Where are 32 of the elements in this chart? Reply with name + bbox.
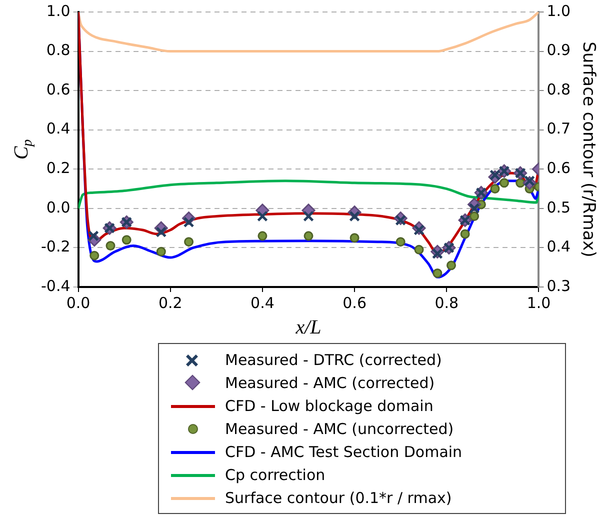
y-tick-label: 1.0	[46, 2, 70, 20]
x-tick-label: 0.0	[66, 294, 90, 312]
y-axis-title: Cp	[10, 139, 36, 160]
x-tick-label: 0.6	[342, 294, 366, 312]
x-axis-title: x/L	[294, 316, 322, 338]
y-tick-label: 0.2	[46, 159, 70, 178]
legend-label: Measured - AMC (corrected)	[225, 374, 435, 392]
legend-label: CFD - AMC Test Section Domain	[225, 442, 462, 460]
y2-tick-label: 0.6	[546, 159, 571, 178]
legend-label: Measured - AMC (uncorrected)	[225, 420, 454, 438]
y-tick-label: -0.2	[40, 238, 70, 256]
y2-tick-label: 0.5	[546, 198, 571, 216]
x-tick-label: 0.4	[250, 294, 274, 312]
x-tick-label: 1.0	[526, 294, 551, 312]
y2-tick-label: 0.7	[546, 120, 571, 138]
legend-label: Measured - DTRC (corrected)	[225, 350, 442, 368]
legend-label: Surface contour (0.1*r / rmax)	[225, 488, 452, 506]
y2-tick-label: 0.4	[546, 238, 571, 256]
y2-tick-label: 0.9	[546, 41, 571, 60]
y-tick-label: 0.6	[46, 80, 70, 98]
y2-tick-label: 0.3	[546, 276, 571, 295]
y-tick-label: 0.0	[46, 198, 70, 216]
y-tick-label: 0.4	[46, 120, 70, 138]
legend-label: Cp correction	[225, 466, 326, 484]
y-tick-label: -0.4	[40, 276, 70, 295]
y2-axis-title: Surface contour (r/Rmax)	[578, 42, 598, 258]
y2-tick-label: 1.0	[546, 2, 571, 20]
y-tick-label: 0.8	[46, 41, 70, 60]
x-tick-label: 0.2	[158, 294, 182, 312]
x-tick-label: 0.8	[434, 294, 459, 312]
legend-label: CFD - Low blockage domain	[225, 396, 434, 414]
y2-tick-label: 0.8	[546, 80, 571, 98]
